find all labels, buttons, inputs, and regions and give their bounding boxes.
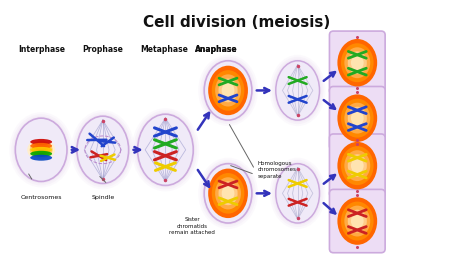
- Ellipse shape: [134, 110, 197, 189]
- Ellipse shape: [200, 57, 256, 124]
- Ellipse shape: [71, 110, 135, 189]
- Ellipse shape: [351, 158, 364, 173]
- Text: Interphase: Interphase: [18, 45, 65, 54]
- Ellipse shape: [337, 39, 377, 87]
- Ellipse shape: [341, 202, 374, 241]
- Ellipse shape: [341, 99, 374, 138]
- Ellipse shape: [345, 206, 370, 237]
- Ellipse shape: [200, 160, 256, 227]
- Ellipse shape: [276, 164, 319, 223]
- FancyBboxPatch shape: [329, 134, 385, 197]
- Ellipse shape: [36, 146, 46, 154]
- Text: Anaphase: Anaphase: [194, 45, 237, 54]
- Ellipse shape: [272, 57, 323, 124]
- Ellipse shape: [34, 144, 48, 155]
- Ellipse shape: [345, 47, 370, 78]
- Text: Prophase: Prophase: [82, 45, 123, 54]
- Ellipse shape: [208, 169, 248, 218]
- Ellipse shape: [345, 150, 370, 181]
- Ellipse shape: [219, 79, 237, 102]
- Ellipse shape: [337, 197, 377, 245]
- Ellipse shape: [202, 59, 254, 122]
- Ellipse shape: [30, 143, 52, 149]
- Ellipse shape: [198, 158, 258, 229]
- Ellipse shape: [30, 151, 52, 157]
- Ellipse shape: [204, 61, 252, 120]
- Ellipse shape: [270, 158, 326, 229]
- Text: Metaphase: Metaphase: [140, 45, 188, 54]
- Ellipse shape: [341, 43, 374, 82]
- Ellipse shape: [137, 114, 193, 185]
- FancyBboxPatch shape: [329, 189, 385, 253]
- Ellipse shape: [351, 111, 364, 126]
- Ellipse shape: [15, 118, 67, 181]
- Text: Spindle: Spindle: [91, 195, 114, 200]
- Text: Cell division (meiosis): Cell division (meiosis): [143, 15, 331, 30]
- Ellipse shape: [30, 139, 52, 145]
- Ellipse shape: [337, 95, 377, 142]
- Ellipse shape: [208, 66, 248, 115]
- Ellipse shape: [11, 114, 71, 185]
- Ellipse shape: [30, 147, 52, 153]
- Ellipse shape: [272, 160, 323, 227]
- Ellipse shape: [222, 185, 235, 201]
- Ellipse shape: [348, 107, 367, 130]
- Ellipse shape: [348, 154, 367, 177]
- Ellipse shape: [73, 112, 133, 187]
- Ellipse shape: [212, 70, 245, 111]
- Ellipse shape: [215, 177, 241, 209]
- Ellipse shape: [212, 173, 245, 214]
- FancyBboxPatch shape: [329, 87, 385, 150]
- Ellipse shape: [270, 55, 326, 126]
- Ellipse shape: [337, 142, 377, 189]
- Ellipse shape: [348, 51, 367, 74]
- Text: Anaphase: Anaphase: [194, 45, 237, 54]
- Ellipse shape: [274, 162, 321, 225]
- Ellipse shape: [198, 55, 258, 126]
- Ellipse shape: [27, 139, 55, 161]
- Text: Sister
chromatids
remain attached: Sister chromatids remain attached: [169, 217, 215, 235]
- Text: Homologous
chromosomes
separate: Homologous chromosomes separate: [258, 161, 297, 179]
- Ellipse shape: [9, 112, 73, 187]
- FancyBboxPatch shape: [329, 31, 385, 95]
- Ellipse shape: [351, 214, 364, 229]
- Ellipse shape: [341, 146, 374, 185]
- Ellipse shape: [13, 116, 69, 183]
- Ellipse shape: [222, 83, 235, 98]
- Ellipse shape: [276, 61, 319, 120]
- Ellipse shape: [351, 55, 364, 70]
- Text: Centrosomes: Centrosomes: [20, 195, 62, 200]
- Ellipse shape: [215, 74, 241, 106]
- Ellipse shape: [136, 112, 195, 187]
- Ellipse shape: [30, 141, 53, 159]
- Ellipse shape: [204, 164, 252, 223]
- Ellipse shape: [32, 143, 50, 157]
- Ellipse shape: [30, 155, 52, 161]
- Ellipse shape: [77, 116, 128, 183]
- Ellipse shape: [75, 114, 131, 185]
- Ellipse shape: [202, 162, 254, 225]
- Ellipse shape: [345, 103, 370, 134]
- Ellipse shape: [274, 59, 321, 122]
- Ellipse shape: [132, 108, 199, 191]
- Ellipse shape: [219, 181, 237, 205]
- Ellipse shape: [348, 210, 367, 232]
